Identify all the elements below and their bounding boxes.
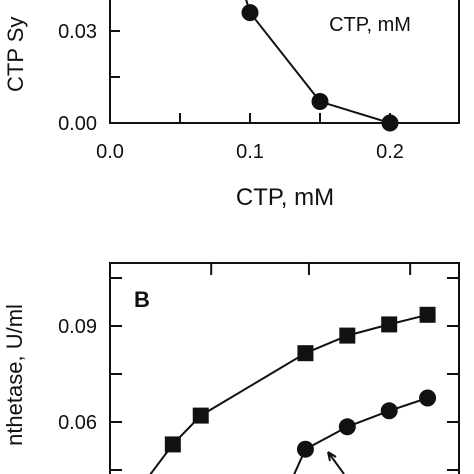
panel-b-square-point [419,306,436,323]
panel-b-circle-series-line [293,397,428,474]
panel-b-circle-point [419,389,437,407]
panel-a-axes [109,0,460,124]
panel-b: 0.06 0.09 B nthetase, U/ml [2,262,460,474]
panel-b-square-point [164,436,181,453]
panel-a-data-point [381,114,399,132]
panel-a-x-tick-label: 0.1 [236,141,264,163]
panel-b-square-point [381,316,398,333]
panel-a-x-tick-label: 0.2 [376,141,404,163]
panel-b-square-point [192,407,209,424]
panel-b-square-point [297,345,314,362]
panel-a-data-point [241,4,259,22]
panel-b-y-tick-label: 0.09 [58,316,97,338]
panel-a-series-line [245,0,391,124]
panel-a-data-point [311,93,329,111]
panel-b-square-series-line [149,313,428,474]
panel-a-y-tick-label: 0.00 [58,113,97,135]
panel-b-ticks: 0.06 0.09 [58,263,459,471]
panel-b-series [149,306,437,474]
panel-a-inset-label: CTP, mM [329,14,411,36]
panel-a-x-axis-label: CTP, mM [236,184,334,211]
panel-b-circle-point [380,402,398,420]
panel-a-series [241,0,399,132]
double-arrow-annotation [327,451,345,474]
panel-a-x-tick-label: 0.0 [96,141,124,163]
panel-b-circle-point [338,418,356,436]
panel-a-y-axis-label: CTP Sy [3,17,28,92]
panel-b-y-axis-label: nthetase, U/ml [2,304,27,446]
panel-b-y-tick-label: 0.06 [58,412,97,434]
panel-a-ticks: 0.0 0.1 0.2 0.00 0.03 [58,21,404,163]
panel-b-square-point [339,327,356,344]
panel-a: 0.0 0.1 0.2 0.00 0.03 CTP, mM CTP, mM CTP Sy [3,0,460,211]
panel-b-axes [109,262,460,474]
panel-b-circle-point [296,440,314,458]
panel-a-y-tick-label: 0.03 [58,21,97,43]
panel-b-label: B [134,287,150,312]
